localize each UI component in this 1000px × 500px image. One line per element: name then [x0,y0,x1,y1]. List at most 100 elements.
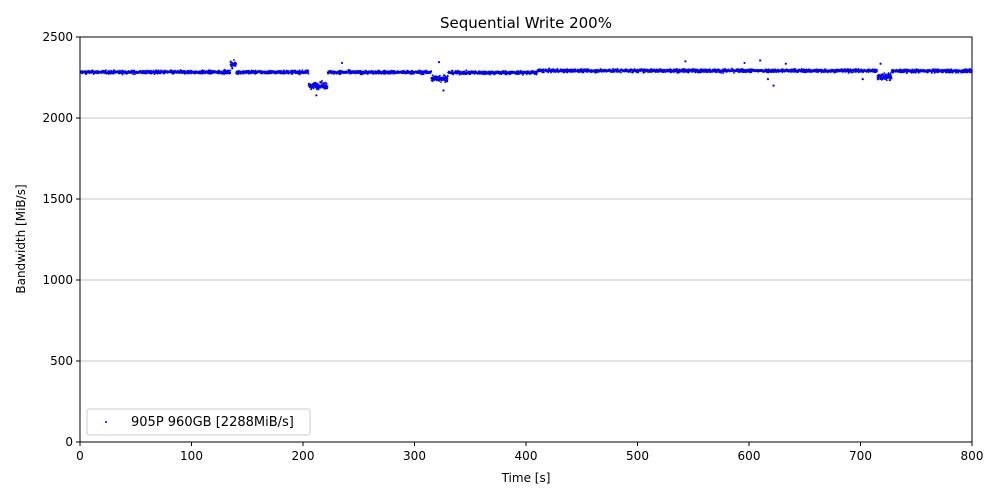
data-point [446,77,449,80]
y-tick-label: 1500 [42,192,73,206]
y-tick-label: 500 [50,354,73,368]
x-axis-label: Time [s] [501,471,551,485]
data-point [906,68,909,71]
x-tick-label: 700 [849,449,872,463]
data-point [574,68,577,71]
data-point [890,77,893,80]
data-point [298,73,301,76]
data-point [182,72,185,74]
data-point-outlier [772,84,775,87]
data-point-outlier [743,61,746,65]
data-point [722,72,724,75]
data-point-outlier [315,94,318,97]
data-point [883,72,886,75]
data-point [440,81,442,83]
x-axis-ticks: 0 100 200 300 400 500 600 700 800 [76,442,983,463]
grid [80,117,972,362]
x-tick-label: 100 [180,449,203,463]
data-point [849,68,852,70]
data-point-outlier [437,61,441,64]
data-point [730,67,733,70]
data-point [301,69,304,72]
data-point [683,68,686,70]
data-point [885,79,888,82]
data-point-outlier [759,59,762,62]
data-point [905,72,908,75]
data-point [620,71,622,74]
data-point-outlier [766,78,770,81]
data-point [580,67,583,70]
data-point [418,69,421,72]
data-point [876,68,878,71]
data-point [963,68,966,71]
data-point [229,71,231,74]
data-point [577,68,580,71]
data-point [326,87,329,90]
y-axis-label: Bandwidth [MiB/s] [14,184,28,293]
data-point [171,69,173,72]
data-point [840,68,843,70]
data-point [132,73,135,75]
data-point-outlier [879,62,882,65]
data-point [307,70,310,73]
data-point [556,67,559,70]
legend: 905P 960GB [2288MiB/s] [86,408,311,436]
data-point [481,72,483,75]
data-point [307,72,310,75]
data-point [797,71,799,74]
data-point [899,69,902,71]
x-tick-label: 400 [515,449,538,463]
data-point [887,72,890,74]
data-point [542,71,545,74]
data-point [931,72,933,74]
data-point-outlier [442,89,445,92]
data-point [766,68,769,71]
data-point [446,80,449,83]
data-point [875,70,878,73]
legend-entry-label: 905P 960GB [2288MiB/s] [131,415,294,430]
x-tick-label: 800 [961,449,984,463]
data-point [644,71,646,74]
data-point [349,72,351,75]
data-point [140,70,142,73]
data-point-outlier [684,60,687,63]
data-point [104,69,107,72]
data-point [889,79,891,82]
data-point [235,62,237,65]
chart-title: Sequential Write 200% [440,14,612,32]
y-tick-label: 0 [65,435,73,449]
data-point [518,70,520,73]
data-point [231,66,234,69]
data-point [732,72,735,74]
data-point [229,69,232,72]
data-point [310,86,313,89]
data-point [333,73,335,75]
data-point [970,71,972,74]
data-point [550,71,552,74]
x-tick-label: 600 [738,449,761,463]
data-point [431,74,434,77]
data-point [325,83,328,85]
data-point [451,69,454,72]
data-point [857,67,860,70]
x-tick-label: 0 [76,449,84,463]
data-point [446,75,449,78]
data-point [287,70,290,72]
data-point [283,69,285,72]
data-point [465,69,468,72]
x-tick-label: 500 [626,449,649,463]
data-point [715,71,718,74]
legend-marker [105,421,107,423]
data-point [720,71,723,74]
data-point [326,85,329,88]
data-point [339,73,342,76]
data-point [612,67,615,70]
data-point [275,72,278,75]
data-point [233,59,235,61]
data-point [570,68,573,71]
legend-box [86,408,311,436]
data-point [321,79,323,82]
y-tick-label: 2000 [42,111,73,125]
data-point [234,64,237,67]
